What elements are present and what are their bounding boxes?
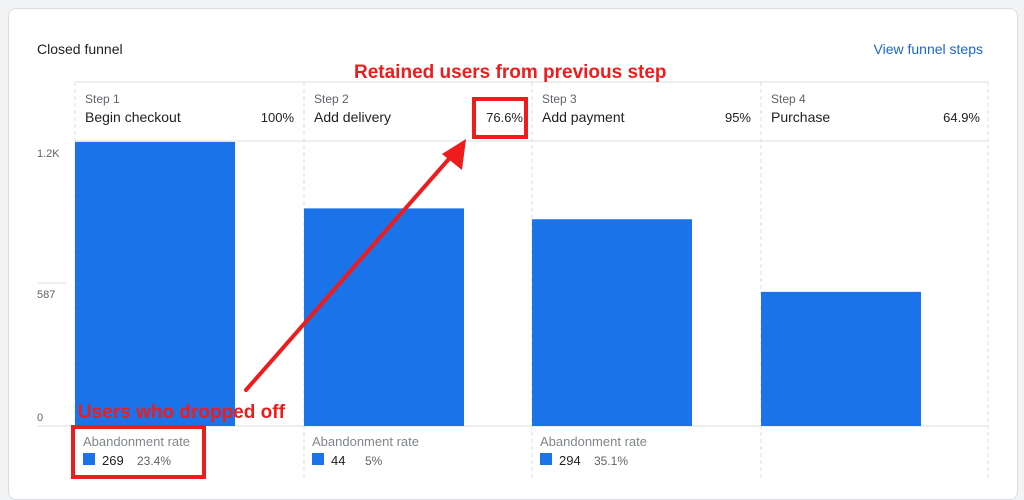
abandonment-label: Abandonment rate [312,434,419,449]
step-number-label: Step 4 [771,92,806,106]
abandonment-rate: 23.4% [137,454,171,468]
step-number-label: Step 3 [542,92,577,106]
annotation-arrow-line [244,150,457,392]
abandonment-rate: 35.1% [594,454,628,468]
abandonment-legend-swatch [312,453,324,465]
funnel-bar-step-1[interactable] [75,141,235,426]
step-name: Begin checkout [85,109,181,125]
funnel-bar-step-2[interactable] [304,208,464,426]
funnel-bar-step-3[interactable] [532,219,692,426]
step-completion-rate: 100% [261,110,295,125]
abandonment-count: 269 [102,453,124,468]
annotation-arrow-head [442,139,466,170]
step-number-label: Step 1 [85,92,120,106]
step-completion-rate: 76.6% [486,110,523,125]
y-tick-label: 0 [37,412,43,424]
annotation-dropped-text: Users who dropped off [78,402,286,423]
y-tick-label: 587 [37,289,55,301]
y-tick-label: 1.2K [37,148,60,160]
abandonment-legend-swatch [540,453,552,465]
step-completion-rate: 64.9% [943,110,980,125]
highlight-box-retained [472,97,528,139]
funnel-chart: 1.2K 587 0 Step 1 Begin checkout 100% Step 2 Ad… [37,62,989,481]
step-name: Add delivery [314,109,391,125]
step-name: Purchase [771,109,830,125]
abandonment-rate: 5% [365,454,383,468]
abandonment-count: 294 [559,453,581,468]
card-title: Closed funnel [37,41,123,57]
abandonment-label: Abandonment rate [83,434,190,449]
abandonment-count: 44 [331,453,345,468]
highlight-box-dropped [71,425,206,479]
abandonment-label: Abandonment rate [540,434,647,449]
step-number-label: Step 2 [314,92,349,106]
abandonment-legend-swatch [83,453,95,465]
annotation-retained-text: Retained users from previous step [354,62,667,83]
funnel-bar-step-4[interactable] [761,291,921,426]
view-funnel-steps-link[interactable]: View funnel steps [873,41,983,57]
step-name: Add payment [542,109,625,125]
step-completion-rate: 95% [725,110,751,125]
